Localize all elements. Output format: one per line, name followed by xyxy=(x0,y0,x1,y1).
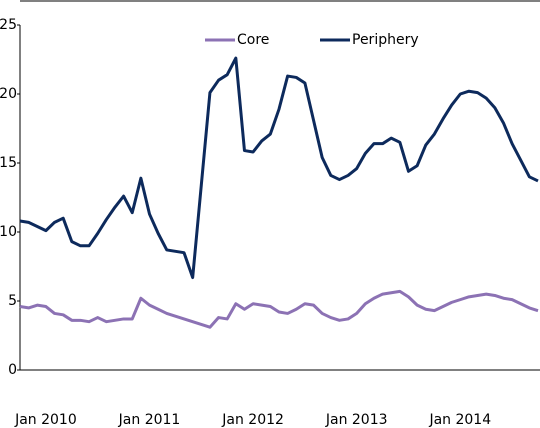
x-tick-label: Jan 2014 xyxy=(428,412,491,428)
legend-label: Periphery xyxy=(352,32,419,48)
x-tick-label: Jan 2012 xyxy=(221,412,284,428)
x-tick-label: Jan 2013 xyxy=(325,412,388,428)
x-tick-label: Jan 2010 xyxy=(14,412,77,428)
line-series xyxy=(19,56,539,280)
y-tick-label: 0 xyxy=(8,362,17,378)
y-tick-label: 15 xyxy=(0,155,17,171)
line-series xyxy=(19,289,539,329)
x-tick-label: Jan 2011 xyxy=(118,412,181,428)
legend-label: Core xyxy=(237,32,269,48)
y-tick-label: 25 xyxy=(0,17,17,33)
y-tick-label: 20 xyxy=(0,86,17,102)
y-tick-label: 5 xyxy=(8,293,17,309)
y-tick-label: 10 xyxy=(0,224,17,240)
